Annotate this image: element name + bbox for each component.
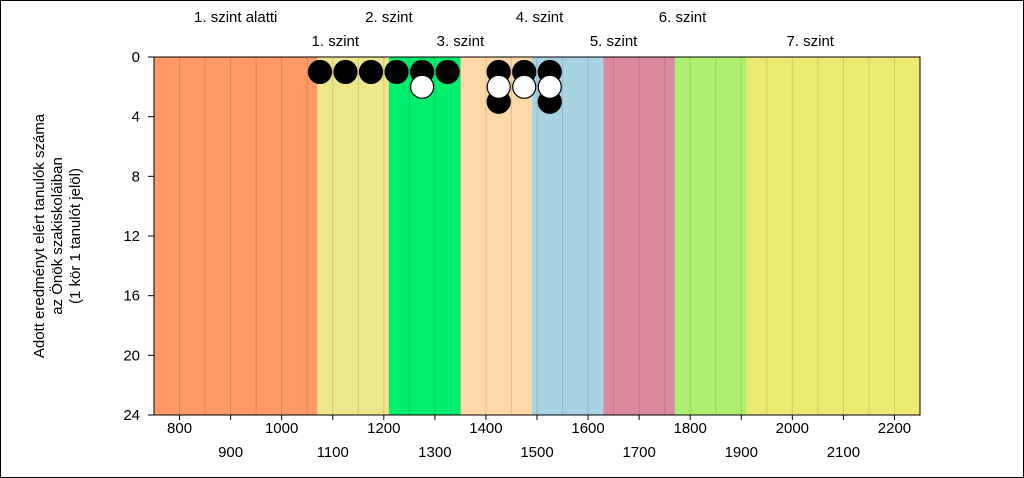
student-marker-filled: [358, 59, 384, 85]
vertical-gridlines: [179, 57, 895, 415]
x-tick-label: 2100: [827, 444, 860, 461]
level-band-1: [154, 57, 318, 415]
level-label: 7. szint: [786, 33, 834, 50]
student-marker-open: [410, 74, 435, 99]
x-tick-label: 2000: [776, 420, 809, 437]
level-label: 5. szint: [590, 33, 638, 50]
x-tick-label: 1300: [418, 444, 451, 461]
level-band-5: [531, 57, 604, 415]
level-band-7: [674, 57, 747, 415]
level-bands: [154, 57, 920, 415]
y-tick-label: 8: [132, 168, 140, 185]
y-axis: 0 4 8 12 16 20 24: [123, 49, 155, 424]
y-tick-label: 12: [123, 228, 140, 245]
level-band-3: [388, 57, 461, 415]
level-label: 2. szint: [365, 9, 413, 26]
student-marker-open: [537, 74, 562, 99]
level-label: 6. szint: [659, 9, 707, 26]
x-tick-label: 1800: [674, 420, 707, 437]
x-tick-label: 1900: [725, 444, 758, 461]
x-tick-label: 1200: [367, 420, 400, 437]
level-band-2: [317, 57, 389, 415]
y-axis-label: Adott eredményt elért tanulók számaaz Ön…: [31, 113, 84, 358]
student-marker-filled: [435, 59, 460, 85]
level-label: 4. szint: [516, 9, 564, 26]
level-band-8: [746, 57, 920, 415]
y-tick-label: 16: [123, 288, 140, 305]
y-tick-label: 20: [123, 347, 140, 364]
student-marker-open: [486, 74, 511, 99]
x-tick-label: 1500: [520, 444, 553, 461]
student-marker-filled: [307, 59, 333, 85]
x-tick-label: 1100: [317, 444, 349, 461]
data-points: [307, 59, 562, 114]
x-tick-label: 2200: [878, 420, 911, 437]
level-labels: 1. szint alatti 2. szint 4. szint 6. szint 1…: [194, 9, 835, 50]
y-tick-label: 4: [132, 109, 140, 126]
y-tick-label: 0: [132, 49, 140, 66]
x-tick-label: 1600: [571, 420, 604, 437]
y-tick-label: 24: [123, 407, 140, 424]
student-marker-open: [512, 74, 537, 99]
level-band-4: [460, 57, 532, 415]
y-axis-label-line: az Önök szakiskoláiban: [48, 157, 66, 315]
y-axis-label-line: Adott eredményt elért tanulók száma: [31, 113, 48, 358]
student-marker-filled: [384, 59, 409, 85]
x-tick-label: 1700: [622, 444, 655, 461]
level-band-6: [603, 57, 675, 415]
x-tick-label: 1400: [469, 420, 502, 437]
level-label: 3. szint: [437, 33, 485, 50]
x-tick-label: 1000: [265, 420, 298, 437]
x-tick-label: 800: [167, 420, 192, 437]
y-axis-label-line: (1 kör 1 tanulót jelöl): [67, 168, 84, 304]
x-axis: 800 1000 1200 1400 1600 1800 2000 2200 900 1100 13…: [154, 414, 920, 461]
level-label: 1. szint: [312, 33, 360, 50]
student-marker-filled: [333, 59, 358, 85]
x-tick-label: 900: [218, 444, 243, 461]
level-label: 1. szint alatti: [194, 9, 277, 26]
